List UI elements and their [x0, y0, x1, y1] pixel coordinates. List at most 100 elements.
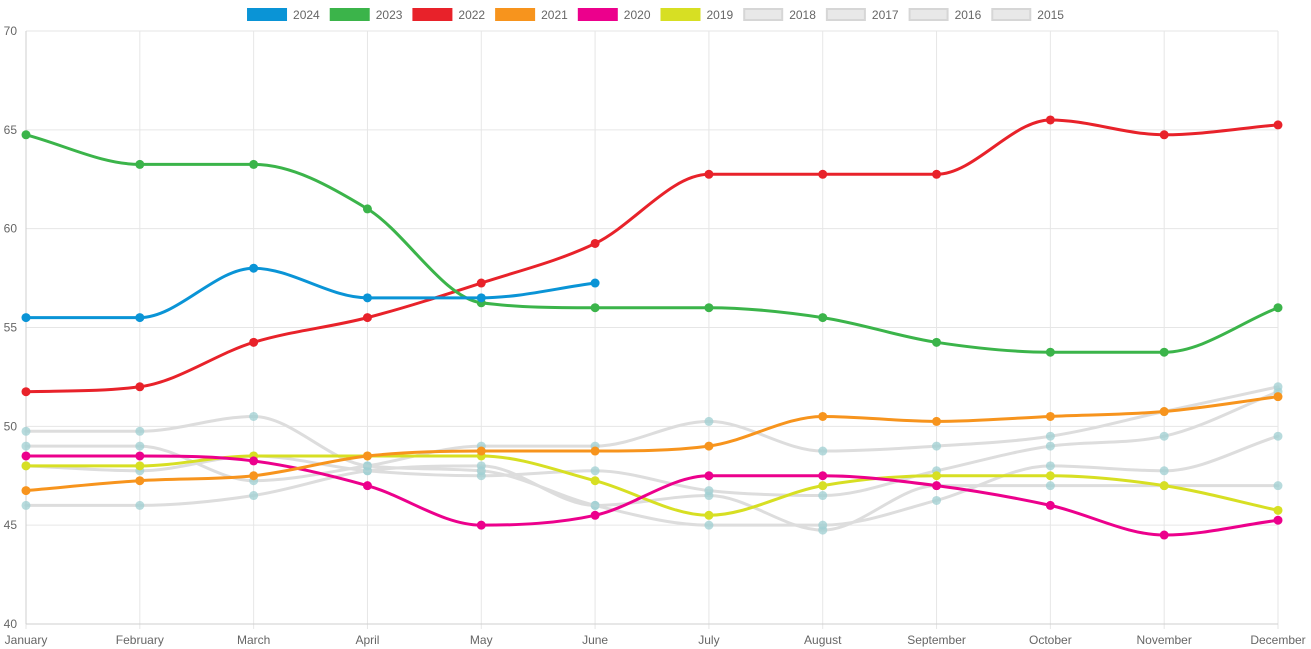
data-point-2022[interactable]: [1273, 120, 1283, 130]
data-point-2024[interactable]: [362, 293, 372, 303]
data-point-2020[interactable]: [249, 456, 259, 466]
data-point-2021[interactable]: [818, 411, 828, 421]
data-point-2023[interactable]: [21, 130, 31, 140]
data-point-2017[interactable]: [1273, 382, 1283, 392]
legend-item-2020[interactable]: 2020: [577, 8, 651, 22]
data-point-2024[interactable]: [21, 313, 31, 323]
data-point-2018[interactable]: [21, 426, 31, 436]
data-point-2021[interactable]: [704, 441, 714, 451]
data-point-2023[interactable]: [1045, 347, 1055, 357]
data-point-2018[interactable]: [932, 495, 942, 505]
data-point-2017[interactable]: [818, 446, 828, 456]
data-point-2018[interactable]: [1159, 466, 1169, 476]
data-point-2017[interactable]: [21, 441, 31, 451]
data-point-2015[interactable]: [249, 491, 259, 501]
data-point-2015[interactable]: [1273, 481, 1283, 491]
data-point-2019[interactable]: [1273, 505, 1283, 515]
legend-item-2023[interactable]: 2023: [329, 8, 403, 22]
data-point-2018[interactable]: [135, 426, 145, 436]
data-point-2024[interactable]: [476, 293, 486, 303]
legend-item-2019[interactable]: 2019: [660, 8, 734, 22]
data-point-2022[interactable]: [1159, 130, 1169, 140]
data-point-2020[interactable]: [21, 451, 31, 461]
data-point-2024[interactable]: [249, 263, 259, 273]
data-point-2020[interactable]: [1159, 530, 1169, 540]
data-point-2016[interactable]: [1159, 431, 1169, 441]
data-point-2020[interactable]: [135, 451, 145, 461]
data-point-2020[interactable]: [1273, 515, 1283, 525]
data-point-2017[interactable]: [704, 416, 714, 426]
data-point-2016[interactable]: [590, 466, 600, 476]
data-point-2021[interactable]: [476, 446, 486, 456]
data-point-2021[interactable]: [21, 486, 31, 496]
data-point-2023[interactable]: [704, 303, 714, 313]
data-point-2019[interactable]: [135, 461, 145, 471]
data-point-2020[interactable]: [818, 471, 828, 481]
data-point-2022[interactable]: [362, 313, 372, 323]
data-point-2018[interactable]: [818, 520, 828, 530]
data-point-2019[interactable]: [704, 510, 714, 520]
legend-item-2015[interactable]: 2015: [991, 8, 1064, 22]
legend-item-2018[interactable]: 2018: [743, 8, 816, 22]
data-point-2022[interactable]: [249, 337, 259, 347]
data-point-2020[interactable]: [362, 481, 372, 491]
data-point-2019[interactable]: [932, 471, 942, 481]
data-point-2021[interactable]: [362, 451, 372, 461]
data-point-2023[interactable]: [135, 159, 145, 169]
data-point-2018[interactable]: [476, 466, 486, 476]
data-point-2019[interactable]: [818, 481, 828, 491]
data-point-2015[interactable]: [21, 500, 31, 510]
data-point-2018[interactable]: [590, 500, 600, 510]
data-point-2019[interactable]: [590, 476, 600, 486]
data-point-2021[interactable]: [135, 476, 145, 486]
data-point-2020[interactable]: [476, 520, 486, 530]
data-point-2015[interactable]: [135, 500, 145, 510]
data-point-2018[interactable]: [704, 520, 714, 530]
data-point-2023[interactable]: [932, 337, 942, 347]
data-point-2024[interactable]: [135, 313, 145, 323]
data-point-2020[interactable]: [1045, 500, 1055, 510]
data-point-2019[interactable]: [1159, 481, 1169, 491]
data-point-2018[interactable]: [1273, 431, 1283, 441]
data-point-2017[interactable]: [1045, 431, 1055, 441]
data-point-2018[interactable]: [362, 461, 372, 471]
data-point-2023[interactable]: [1273, 303, 1283, 313]
data-point-2018[interactable]: [1045, 461, 1055, 471]
data-point-2022[interactable]: [21, 387, 31, 397]
data-point-2017[interactable]: [135, 441, 145, 451]
data-point-2022[interactable]: [135, 382, 145, 392]
data-point-2019[interactable]: [1045, 471, 1055, 481]
legend-item-2022[interactable]: 2022: [412, 8, 485, 22]
data-point-2022[interactable]: [932, 169, 942, 179]
data-point-2023[interactable]: [1159, 347, 1169, 357]
data-point-2015[interactable]: [1045, 481, 1055, 491]
data-point-2020[interactable]: [932, 481, 942, 491]
data-point-2023[interactable]: [818, 313, 828, 323]
data-point-2022[interactable]: [704, 169, 714, 179]
data-point-2016[interactable]: [1045, 441, 1055, 451]
data-point-2021[interactable]: [249, 471, 259, 481]
data-point-2021[interactable]: [932, 416, 942, 426]
data-point-2022[interactable]: [818, 169, 828, 179]
data-point-2016[interactable]: [818, 491, 828, 501]
data-point-2019[interactable]: [21, 461, 31, 471]
data-point-2021[interactable]: [1159, 407, 1169, 417]
data-point-2023[interactable]: [249, 159, 259, 169]
data-point-2017[interactable]: [932, 441, 942, 451]
data-point-2023[interactable]: [362, 204, 372, 214]
data-point-2016[interactable]: [704, 486, 714, 496]
data-point-2021[interactable]: [1045, 411, 1055, 421]
data-point-2022[interactable]: [476, 278, 486, 288]
data-point-2020[interactable]: [590, 510, 600, 520]
data-point-2023[interactable]: [590, 303, 600, 313]
legend-item-2017[interactable]: 2017: [825, 8, 899, 22]
data-point-2021[interactable]: [590, 446, 600, 456]
data-point-2024[interactable]: [590, 278, 600, 288]
data-point-2018[interactable]: [249, 411, 259, 421]
legend-item-2021[interactable]: 2021: [495, 8, 568, 22]
data-point-2021[interactable]: [1273, 392, 1283, 402]
data-point-2022[interactable]: [1045, 115, 1055, 125]
legend-item-2016[interactable]: 2016: [908, 8, 982, 22]
data-point-2020[interactable]: [704, 471, 714, 481]
data-point-2022[interactable]: [590, 238, 600, 248]
